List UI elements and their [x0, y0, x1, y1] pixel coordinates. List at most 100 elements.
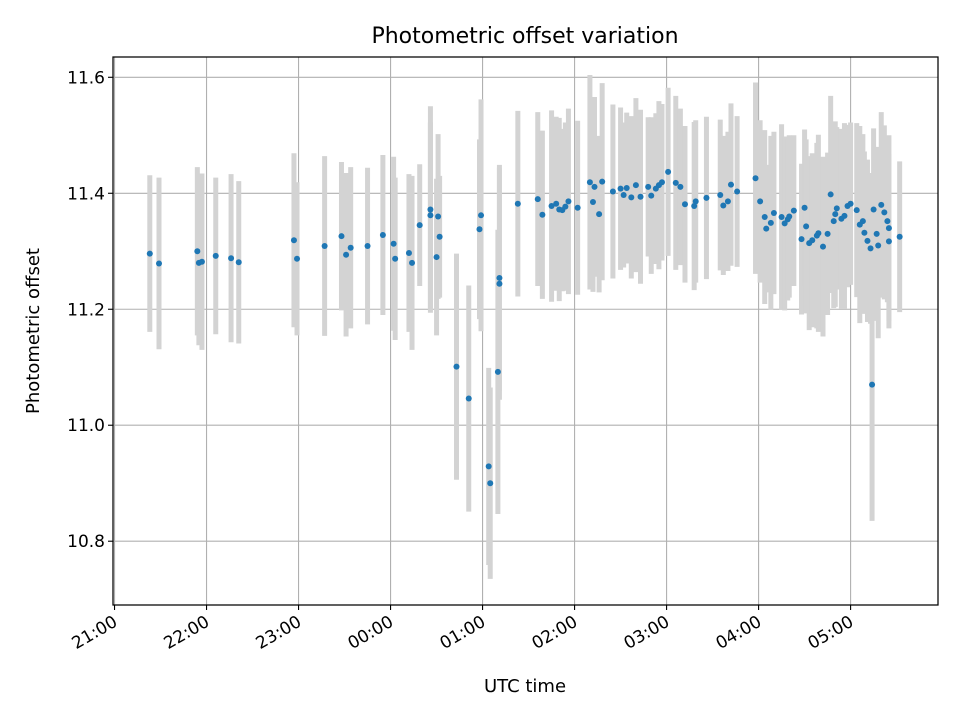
data-point — [294, 255, 301, 262]
data-point — [691, 203, 698, 210]
data-point — [658, 179, 665, 186]
data-point — [832, 211, 839, 218]
plot-area — [113, 57, 938, 605]
data-point — [786, 213, 793, 220]
data-point — [841, 212, 848, 219]
data-point — [864, 237, 871, 244]
data-point — [815, 230, 822, 237]
data-point — [617, 185, 624, 192]
y-axis-ticks: 10.8 11.0 11.2 11.4 11.6 — [67, 68, 113, 552]
data-point — [803, 223, 810, 230]
data-point — [212, 252, 219, 259]
data-point — [465, 395, 472, 402]
data-point — [146, 250, 153, 257]
data-point — [875, 242, 882, 249]
y-tick-label: 11.2 — [67, 300, 105, 320]
data-point — [476, 226, 483, 233]
data-point — [677, 183, 684, 190]
data-point — [632, 182, 639, 189]
data-point — [884, 218, 891, 225]
data-point — [198, 258, 205, 265]
data-point — [752, 175, 759, 182]
data-point — [290, 237, 297, 244]
data-point — [819, 243, 826, 250]
data-point — [717, 192, 724, 199]
y-tick-label: 10.8 — [67, 532, 105, 552]
data-point — [637, 193, 644, 200]
data-point — [514, 200, 521, 207]
data-point — [343, 251, 350, 258]
data-point — [869, 381, 876, 388]
data-point — [589, 198, 596, 205]
data-point — [648, 192, 655, 199]
data-point — [620, 192, 627, 199]
data-point — [801, 204, 808, 211]
data-point — [896, 233, 903, 240]
data-point — [628, 194, 635, 201]
data-point — [763, 225, 770, 232]
plot-frame — [112, 56, 939, 606]
chart-title: Photometric offset variation — [371, 24, 678, 49]
data-point — [761, 214, 768, 221]
data-point — [720, 202, 727, 209]
data-point — [194, 248, 201, 255]
data-point — [781, 220, 788, 227]
data-point — [881, 209, 888, 216]
data-point — [485, 463, 492, 470]
data-point — [623, 185, 630, 192]
data-point — [847, 200, 854, 207]
data-point — [609, 188, 616, 195]
data-point — [436, 233, 443, 240]
data-point — [347, 244, 354, 251]
data-point — [562, 203, 569, 210]
data-point — [574, 204, 581, 211]
data-point — [409, 259, 416, 266]
data-point — [873, 230, 880, 237]
data-point — [778, 214, 785, 221]
data-point — [878, 201, 885, 208]
data-point — [427, 206, 434, 213]
data-point — [767, 219, 774, 226]
data-point — [379, 232, 386, 239]
data-point — [416, 222, 423, 229]
data-point — [757, 198, 764, 205]
data-point — [553, 200, 560, 207]
data-point — [496, 280, 503, 287]
data-point — [861, 229, 868, 236]
data-point — [478, 212, 485, 219]
y-tick-label: 11.0 — [67, 416, 105, 436]
data-point — [405, 250, 412, 257]
data-point — [798, 236, 805, 243]
data-point — [565, 198, 572, 205]
data-point — [827, 191, 834, 198]
y-axis-label: Photometric offset — [23, 248, 44, 414]
x-axis-label: UTC time — [484, 676, 566, 697]
data-point — [596, 211, 603, 218]
data-point — [830, 218, 837, 225]
data-point — [156, 260, 163, 267]
data-point — [734, 188, 741, 195]
data-point — [870, 206, 877, 213]
data-point — [599, 178, 606, 185]
data-point — [809, 237, 816, 244]
data-point — [703, 194, 710, 201]
data-point — [548, 203, 555, 210]
data-point — [591, 183, 598, 190]
data-point — [496, 274, 503, 281]
data-point — [692, 198, 699, 205]
data-point — [586, 179, 593, 186]
data-point — [665, 168, 672, 175]
data-points — [146, 168, 903, 487]
data-point — [790, 207, 797, 214]
data-point — [824, 230, 831, 237]
data-point — [235, 259, 242, 266]
data-point — [672, 179, 679, 186]
data-point — [853, 207, 860, 214]
data-point — [867, 245, 874, 252]
data-point — [681, 201, 688, 208]
data-point — [433, 254, 440, 261]
data-point — [338, 233, 345, 240]
data-point — [321, 243, 328, 250]
data-point — [727, 181, 734, 188]
